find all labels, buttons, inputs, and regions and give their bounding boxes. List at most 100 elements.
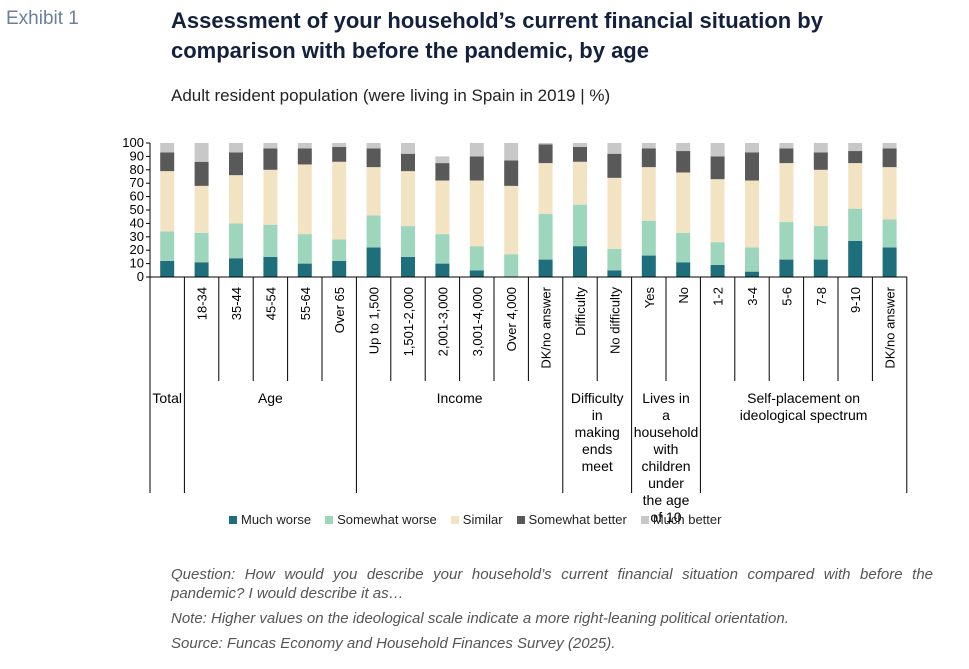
bar-segment-similar [745, 180, 759, 248]
y-tick-label: 40 [130, 215, 144, 230]
scale-note: Note: Higher values on the ideological s… [171, 610, 789, 627]
bar-segment-much-worse [779, 259, 794, 277]
legend-label: Somewhat worse [337, 512, 437, 527]
bar-segment-much-worse [435, 263, 450, 277]
legend-swatch [325, 515, 334, 524]
bar-segment-much-better [813, 143, 828, 153]
bar-segment-much-better [194, 143, 209, 162]
group-label: meet [582, 458, 613, 474]
bar-segment-similar [710, 179, 725, 243]
bar-segment-somewhat-better [160, 152, 175, 172]
bar-segment-much-better [573, 143, 587, 148]
category-label: 9-10 [848, 287, 863, 313]
bar-segment-somewhat-better [745, 152, 759, 181]
bar-segment-somewhat-better [263, 148, 278, 170]
bar-segment-similar [194, 185, 209, 233]
category-label: DK/no answer [539, 286, 554, 368]
legend-item: Much better [640, 512, 722, 527]
bar-segment-similar [366, 167, 381, 216]
category-label: DK/no answer [883, 286, 898, 368]
bar-segment-somewhat-worse [263, 224, 278, 257]
group-label: Self-placement on [747, 390, 860, 406]
bar-segment-much-worse [641, 255, 656, 277]
bar-segment-similar [435, 180, 450, 235]
group-label: Lives in [642, 390, 689, 406]
legend-label: Much better [652, 512, 722, 527]
bar-segment-somewhat-worse [641, 220, 656, 256]
bar-segment-much-worse [573, 246, 587, 277]
bar-segment-much-worse [882, 247, 897, 277]
bar-segment-somewhat-better [469, 156, 484, 181]
bar-segment-much-worse [607, 270, 622, 277]
bar-segment-somewhat-better [848, 151, 863, 164]
legend-item: Somewhat better [516, 512, 627, 527]
bar-segment-somewhat-worse [160, 231, 175, 261]
category-label: Up to 1,500 [367, 287, 382, 354]
legend-swatch [229, 515, 237, 524]
legend-swatch [640, 515, 649, 524]
chart-title: Assessment of your household’s current f… [171, 8, 823, 63]
bar-segment-much-worse [710, 264, 725, 277]
exhibit-label: Exhibit 1 [6, 8, 79, 29]
bar-segment-somewhat-worse [435, 234, 450, 264]
bar-segment-much-worse [848, 240, 863, 277]
chart-subtitle: Adult resident population (were living i… [171, 86, 611, 105]
bar-segment-much-worse [813, 259, 828, 277]
group-label: ideological spectrum [740, 407, 868, 423]
group-label: making [575, 424, 620, 440]
bar-segment-similar [813, 169, 828, 227]
y-tick-label: 20 [130, 242, 144, 257]
group-label: with [653, 441, 679, 457]
category-label: 45-54 [263, 287, 278, 320]
category-label: 5-6 [779, 287, 794, 306]
bar-segment-similar [297, 164, 312, 235]
y-tick-label: 90 [130, 148, 144, 163]
bar-segment-somewhat-worse [573, 204, 587, 247]
category-label: Difficulty [573, 287, 588, 336]
bar-segment-similar [332, 161, 347, 240]
bar-segment-much-better [710, 143, 725, 157]
bar-segment-similar [263, 169, 278, 225]
legend-swatch [450, 515, 459, 524]
bar-segment-somewhat-better [779, 148, 794, 164]
bar-segment-similar [229, 175, 243, 224]
bar-segment-somewhat-better [366, 148, 381, 168]
y-tick-label: 60 [130, 189, 144, 204]
bar-segment-similar [882, 167, 897, 220]
bar-segment-much-worse [538, 259, 553, 277]
question-note: Question: How would you describe your ho… [171, 566, 933, 602]
bar-segment-somewhat-better [229, 152, 243, 176]
category-label: 3,001-4,000 [470, 287, 485, 356]
bar-segment-much-better [745, 143, 759, 153]
bar-segment-similar [848, 163, 863, 209]
group-label: the age [643, 492, 690, 508]
category-label: 55-64 [298, 287, 313, 320]
bar-segment-much-better [332, 143, 347, 148]
source-note: Source: Funcas Economy and Household Fin… [171, 635, 616, 652]
bar-segment-much-better [607, 143, 622, 154]
bar-segment-much-better [401, 143, 415, 154]
bar-segment-somewhat-worse [848, 208, 863, 241]
group-label: under [648, 475, 684, 491]
bar-segment-somewhat-worse [813, 226, 828, 260]
bar-segment-somewhat-better [538, 144, 553, 164]
bar-segment-much-worse [297, 263, 312, 277]
bar-segment-similar [401, 171, 415, 227]
bar-segment-somewhat-better [710, 156, 725, 180]
group-label: household [634, 424, 699, 440]
bar-segment-much-worse [160, 260, 175, 277]
group-label: of 10 [650, 509, 681, 525]
y-tick-label: 80 [130, 162, 144, 177]
y-tick-label: 70 [130, 175, 144, 190]
bar-segment-much-worse [332, 260, 347, 277]
bar-segment-much-better [263, 143, 278, 149]
bar-segment-much-better [676, 143, 691, 152]
bar-segment-much-better [641, 143, 656, 149]
bar-segment-much-better [504, 143, 519, 161]
category-label: 18-34 [195, 287, 210, 320]
bar-segment-somewhat-better [401, 153, 415, 172]
bar-segment-much-better [297, 143, 312, 149]
legend-label: Somewhat better [528, 512, 627, 527]
category-label: 2,001-3,000 [435, 287, 450, 356]
bar-segment-much-better [469, 143, 484, 157]
